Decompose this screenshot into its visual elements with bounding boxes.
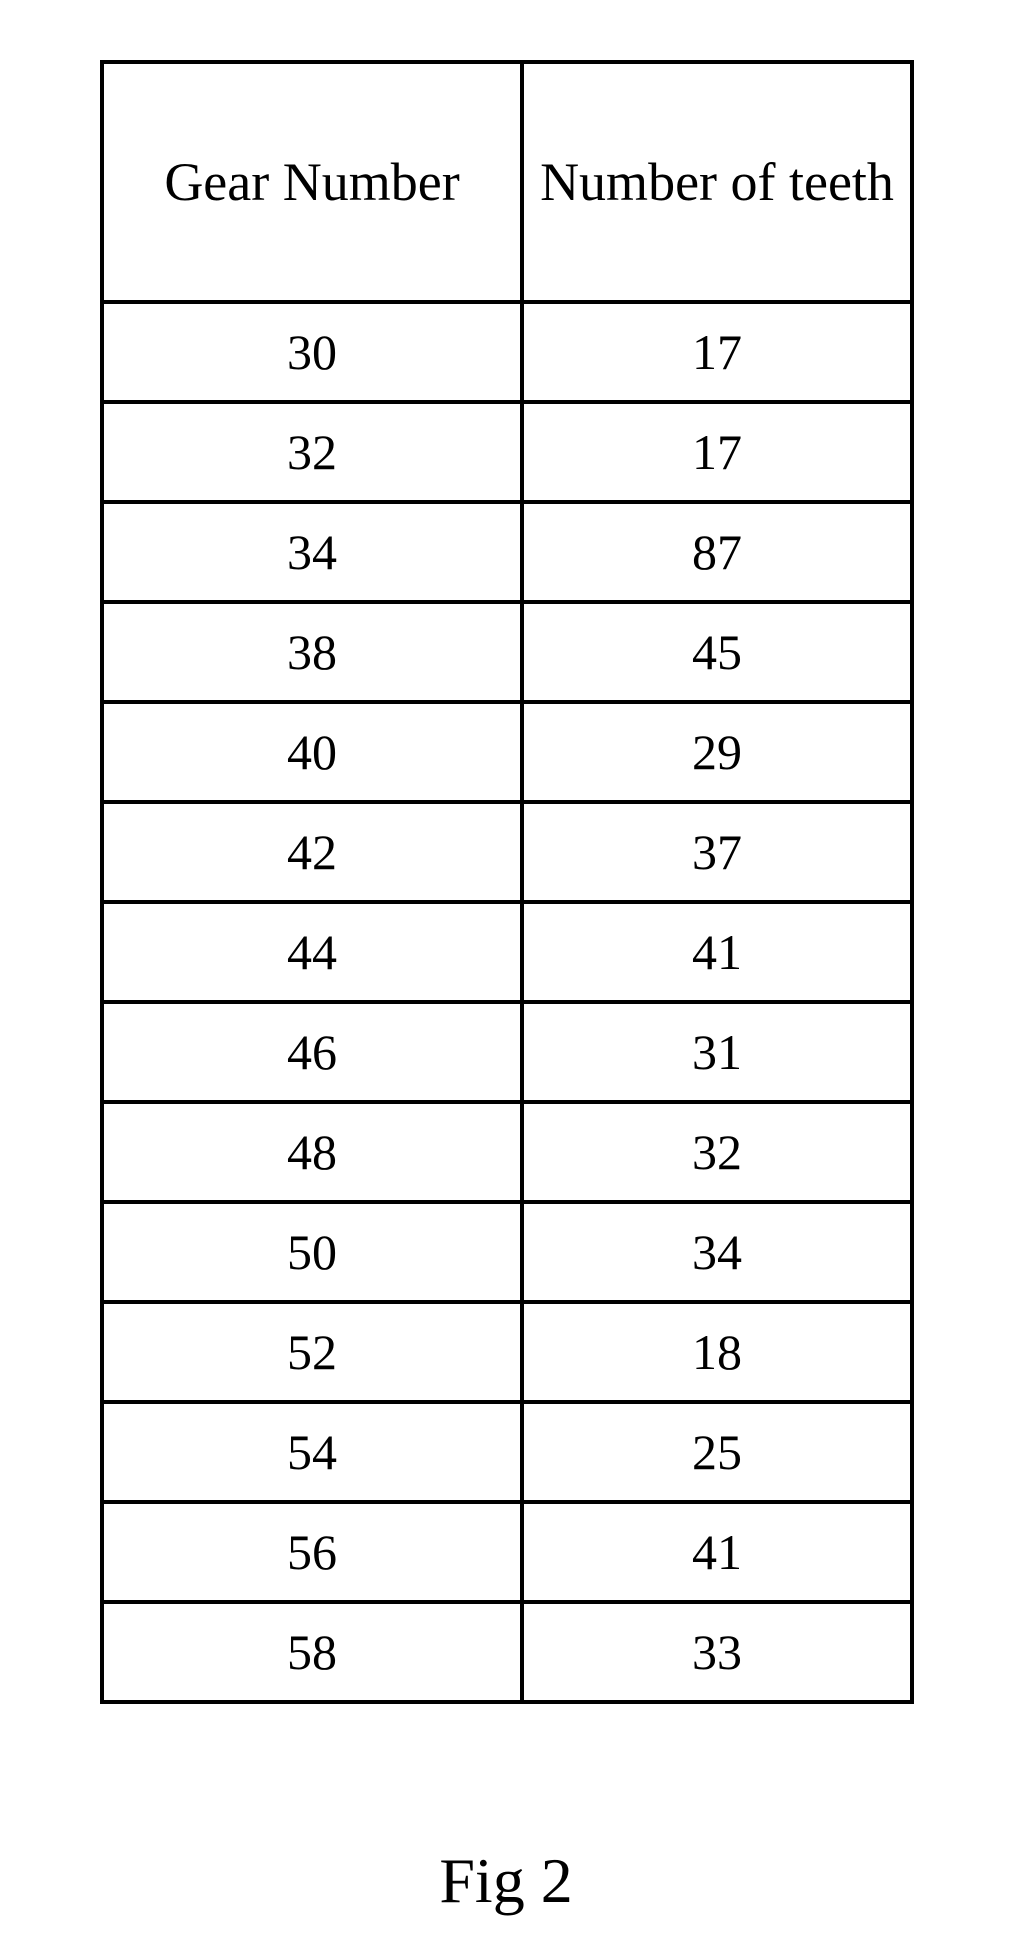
cell-number-of-teeth: 45	[522, 602, 912, 702]
cell-gear-number: 54	[102, 1402, 522, 1502]
table-row: 58 33	[102, 1602, 912, 1702]
cell-number-of-teeth: 41	[522, 902, 912, 1002]
table-row: 50 34	[102, 1202, 912, 1302]
page: Gear Number Number of teeth 30 17 32 17 …	[0, 0, 1012, 1954]
gear-table: Gear Number Number of teeth 30 17 32 17 …	[100, 60, 914, 1704]
cell-number-of-teeth: 17	[522, 302, 912, 402]
cell-gear-number: 50	[102, 1202, 522, 1302]
table-header-row: Gear Number Number of teeth	[102, 62, 912, 302]
cell-number-of-teeth: 41	[522, 1502, 912, 1602]
table-row: 30 17	[102, 302, 912, 402]
header-number-of-teeth: Number of teeth	[522, 62, 912, 302]
cell-number-of-teeth: 18	[522, 1302, 912, 1402]
table-row: 44 41	[102, 902, 912, 1002]
cell-number-of-teeth: 87	[522, 502, 912, 602]
cell-number-of-teeth: 29	[522, 702, 912, 802]
cell-number-of-teeth: 25	[522, 1402, 912, 1502]
table-row: 52 18	[102, 1302, 912, 1402]
cell-number-of-teeth: 32	[522, 1102, 912, 1202]
table-row: 38 45	[102, 602, 912, 702]
cell-gear-number: 30	[102, 302, 522, 402]
cell-gear-number: 58	[102, 1602, 522, 1702]
cell-gear-number: 32	[102, 402, 522, 502]
cell-number-of-teeth: 34	[522, 1202, 912, 1302]
cell-gear-number: 44	[102, 902, 522, 1002]
header-gear-number: Gear Number	[102, 62, 522, 302]
cell-gear-number: 38	[102, 602, 522, 702]
cell-number-of-teeth: 33	[522, 1602, 912, 1702]
table-row: 32 17	[102, 402, 912, 502]
table-row: 34 87	[102, 502, 912, 602]
table-row: 46 31	[102, 1002, 912, 1102]
figure-caption: Fig 2	[0, 1844, 1012, 1918]
table-row: 48 32	[102, 1102, 912, 1202]
cell-number-of-teeth: 37	[522, 802, 912, 902]
cell-number-of-teeth: 31	[522, 1002, 912, 1102]
cell-gear-number: 46	[102, 1002, 522, 1102]
table-row: 56 41	[102, 1502, 912, 1602]
cell-gear-number: 34	[102, 502, 522, 602]
table-row: 54 25	[102, 1402, 912, 1502]
cell-gear-number: 42	[102, 802, 522, 902]
cell-gear-number: 40	[102, 702, 522, 802]
cell-gear-number: 48	[102, 1102, 522, 1202]
cell-gear-number: 56	[102, 1502, 522, 1602]
cell-number-of-teeth: 17	[522, 402, 912, 502]
table-row: 42 37	[102, 802, 912, 902]
table-row: 40 29	[102, 702, 912, 802]
cell-gear-number: 52	[102, 1302, 522, 1402]
